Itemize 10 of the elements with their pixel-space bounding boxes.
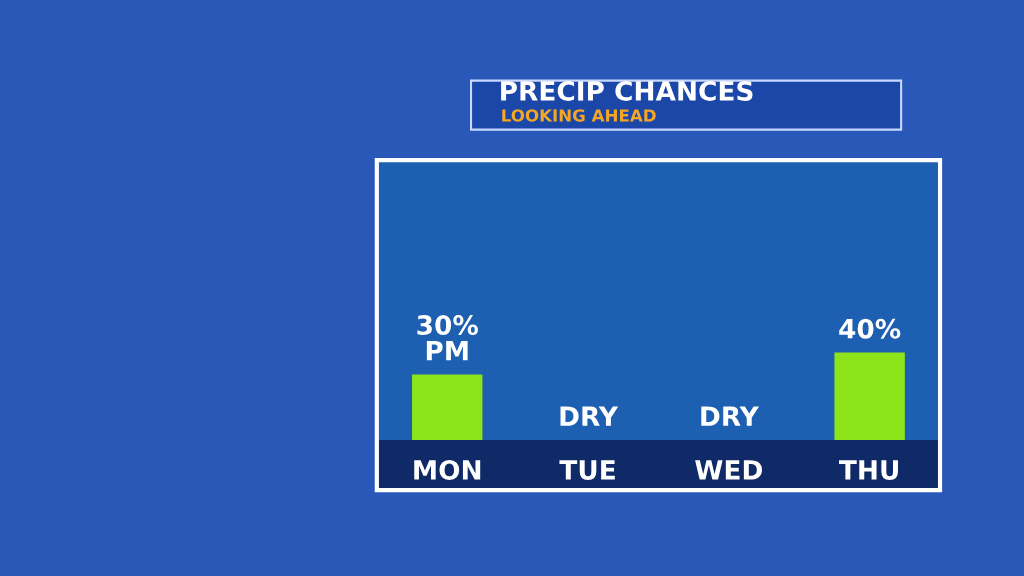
chart-title: PRECIP CHANCES — [501, 81, 753, 101]
data-label: 30% PM — [417, 315, 478, 361]
chart-subtitle: LOOKING AHEAD — [502, 109, 656, 122]
x-tick-label: TUE — [559, 460, 615, 480]
x-tick-label: MON — [414, 459, 481, 480]
data-label: 40% — [839, 318, 901, 339]
data-label: DRY — [560, 406, 619, 426]
data-label: DRY — [701, 406, 760, 426]
x-tick-label: THU — [839, 460, 898, 480]
x-tick-label: WED — [695, 460, 762, 480]
